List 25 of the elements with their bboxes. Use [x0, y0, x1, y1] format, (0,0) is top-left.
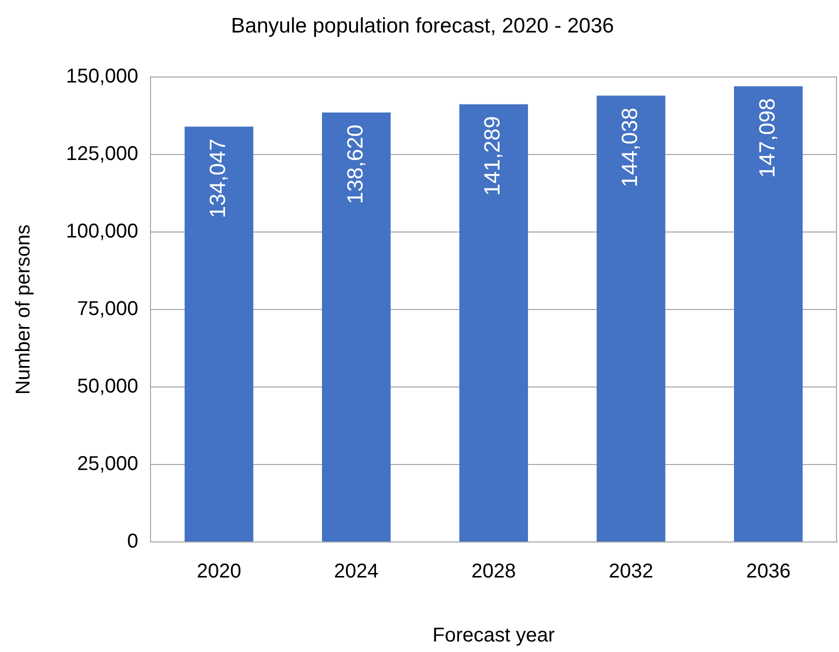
y-tick-label: 150,000 — [66, 66, 138, 88]
data-label: 141,289 — [480, 116, 505, 196]
y-tick-label: 125,000 — [66, 143, 138, 166]
data-label: 138,620 — [342, 124, 368, 204]
x-tick-label: 2032 — [608, 560, 654, 583]
bar — [734, 86, 803, 542]
bar — [459, 104, 528, 542]
bar — [322, 112, 391, 542]
data-label: 144,038 — [617, 108, 642, 188]
x-tick-label: 2020 — [196, 560, 242, 583]
bar — [184, 126, 254, 542]
y-tick-label: 50,000 — [77, 376, 138, 398]
x-tick-label: 2028 — [471, 560, 516, 583]
chart-title: Banyule population forecast, 2020 - 2036 — [231, 14, 614, 38]
y-tick-label: 25,000 — [77, 453, 138, 476]
y-tick-label: 0 — [127, 530, 138, 553]
y-axis-title: Number of persons — [12, 224, 35, 395]
x-tick-label: 2024 — [334, 560, 379, 583]
data-label: 134,047 — [205, 138, 230, 218]
data-label: 147,098 — [754, 98, 780, 178]
x-axis-title: Forecast year — [432, 624, 556, 647]
x-tick-label: 2036 — [746, 560, 791, 583]
bar — [596, 96, 666, 542]
y-tick-label: 100,000 — [66, 220, 138, 243]
y-tick-label: 75,000 — [77, 298, 138, 320]
